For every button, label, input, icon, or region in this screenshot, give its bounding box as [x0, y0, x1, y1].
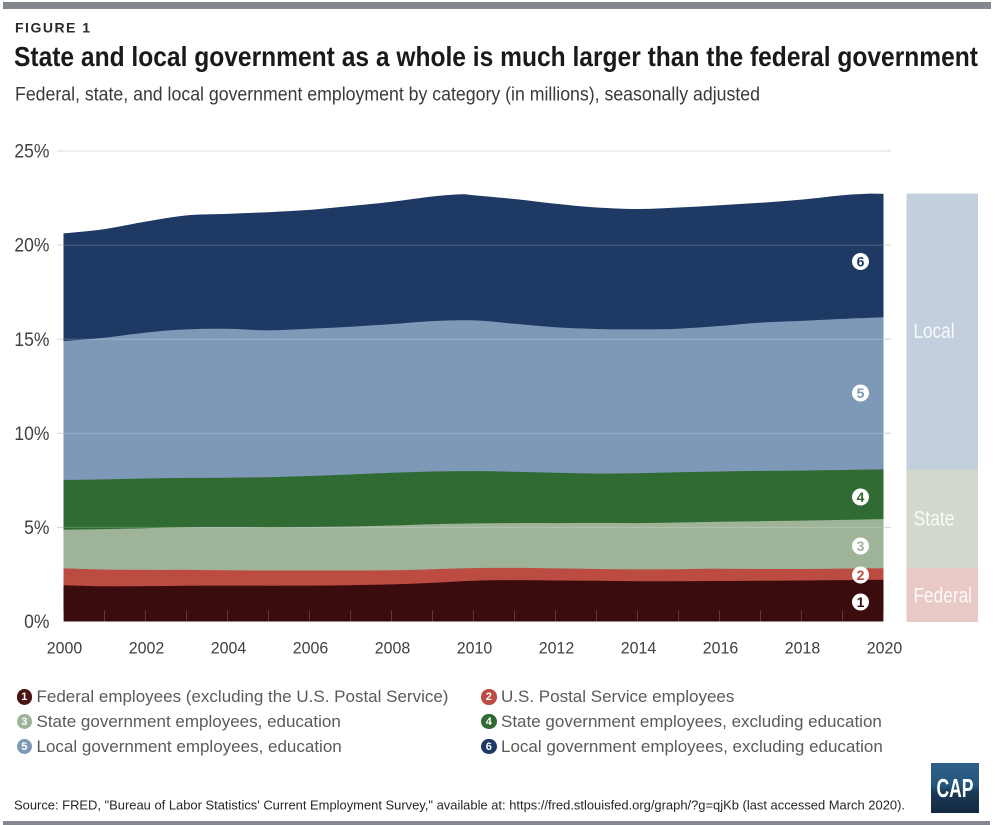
svg-text:4: 4	[857, 489, 865, 505]
svg-text:Federal: Federal	[914, 585, 973, 608]
svg-text:15%: 15%	[14, 330, 49, 351]
svg-text:6: 6	[857, 254, 865, 270]
svg-text:3: 3	[857, 538, 865, 554]
svg-text:2012: 2012	[539, 640, 575, 658]
svg-text:FIGURE 1: FIGURE 1	[15, 20, 92, 36]
svg-text:Federal, state, and local gove: Federal, state, and local government emp…	[15, 85, 760, 106]
svg-text:5%: 5%	[24, 518, 49, 539]
svg-text:5: 5	[857, 385, 865, 401]
svg-text:1: 1	[857, 594, 865, 610]
svg-text:2002: 2002	[129, 640, 165, 658]
svg-text:2020: 2020	[867, 640, 903, 658]
svg-text:2018: 2018	[785, 640, 821, 658]
svg-text:2010: 2010	[457, 640, 493, 658]
svg-text:State and local government as: State and local government as a whole is…	[14, 41, 978, 72]
svg-text:2008: 2008	[375, 640, 411, 658]
svg-text:10%: 10%	[14, 424, 49, 445]
svg-text:2014: 2014	[621, 640, 657, 658]
svg-text:2016: 2016	[703, 640, 739, 658]
svg-text:Local: Local	[914, 320, 955, 343]
svg-text:0%: 0%	[24, 612, 49, 633]
svg-text:Source: FRED, "Bureau of Labor: Source: FRED, "Bureau of Labor Statistic…	[14, 798, 905, 813]
svg-text:State: State	[914, 508, 955, 531]
svg-text:2006: 2006	[293, 640, 329, 658]
svg-text:2: 2	[857, 567, 865, 583]
svg-text:2004: 2004	[211, 640, 247, 658]
svg-text:25%: 25%	[14, 142, 49, 163]
svg-text:2000: 2000	[47, 640, 83, 658]
svg-text:20%: 20%	[14, 236, 49, 257]
svg-text:CAP: CAP	[937, 773, 974, 803]
